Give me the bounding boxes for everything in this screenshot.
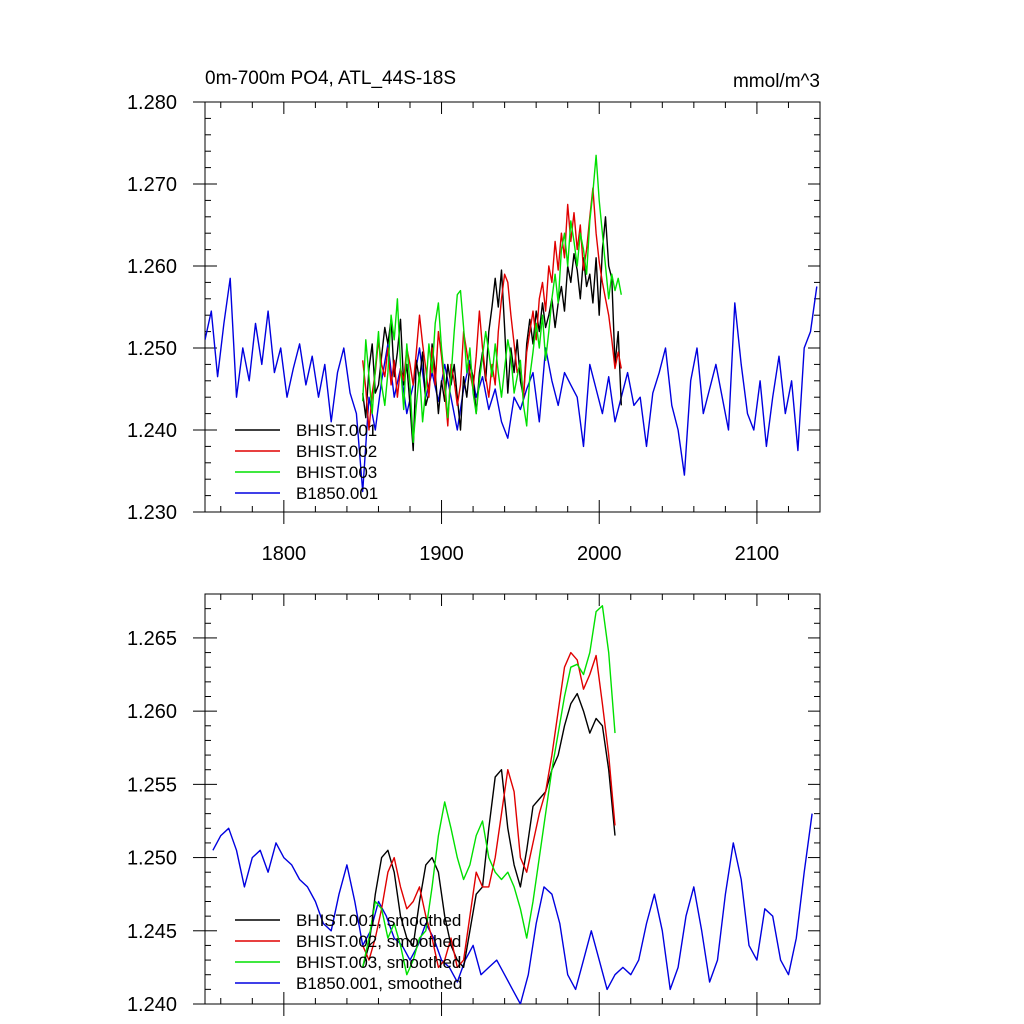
y-tick-label: 1.230: [127, 502, 177, 524]
legend-label: BHIST.001: [296, 421, 377, 440]
legend-label: BHIST.003, smoothed: [296, 953, 461, 972]
y-tick-label: 1.270: [127, 174, 177, 196]
y-tick-label: 1.250: [127, 338, 177, 360]
legend-label: BHIST.001, smoothed: [296, 911, 461, 930]
series-line-b1850-001: [205, 277, 818, 493]
y-tick-label: 1.260: [127, 701, 177, 723]
legend-label: BHIST.002: [296, 442, 377, 461]
legend-label: BHIST.003: [296, 463, 377, 482]
y-tick-label: 1.260: [127, 256, 177, 278]
units-label: mmol/m^3: [733, 71, 820, 92]
x-tick-label: 2100: [735, 543, 780, 565]
y-tick-label: 1.265: [127, 628, 177, 650]
series-group: [205, 154, 818, 493]
legend-label: B1850.001, smoothed: [296, 974, 462, 993]
y-tick-label: 1.245: [127, 921, 177, 943]
y-tick-label: 1.240: [127, 994, 177, 1016]
series-group: [212, 605, 813, 1004]
series-line-bhist-003: [362, 154, 622, 443]
series-line-bhist-001-smoothed: [362, 692, 616, 969]
bottom-panel: 1.240 1.245 1.250 1.255 1.260 1.265 BHIST.001,…: [127, 593, 821, 1016]
x-tick-label: 1900: [419, 543, 464, 565]
legend-label: BHIST.002, smoothed: [296, 932, 461, 951]
x-tick-label: 2000: [577, 543, 622, 565]
y-tick-label: 1.250: [127, 848, 177, 870]
top-panel: 1800 1900 2000 2100 1.230 1.240 1.250 1.260 1.27…: [127, 68, 821, 565]
y-tick-label: 1.255: [127, 774, 177, 796]
series-line-bhist-003-smoothed: [362, 605, 616, 976]
series-line-bhist-002-smoothed: [362, 651, 616, 969]
legend-label: B1850.001: [296, 484, 378, 503]
y-tick-label: 1.280: [127, 92, 177, 114]
series-line-b1850-001-smoothed: [212, 813, 813, 1004]
y-tick-label: 1.240: [127, 420, 177, 442]
chart-title: 0m-700m PO4, ATL_44S-18S: [205, 68, 456, 89]
plot-frame: [204, 101, 821, 513]
x-tick-label: 1800: [262, 543, 307, 565]
